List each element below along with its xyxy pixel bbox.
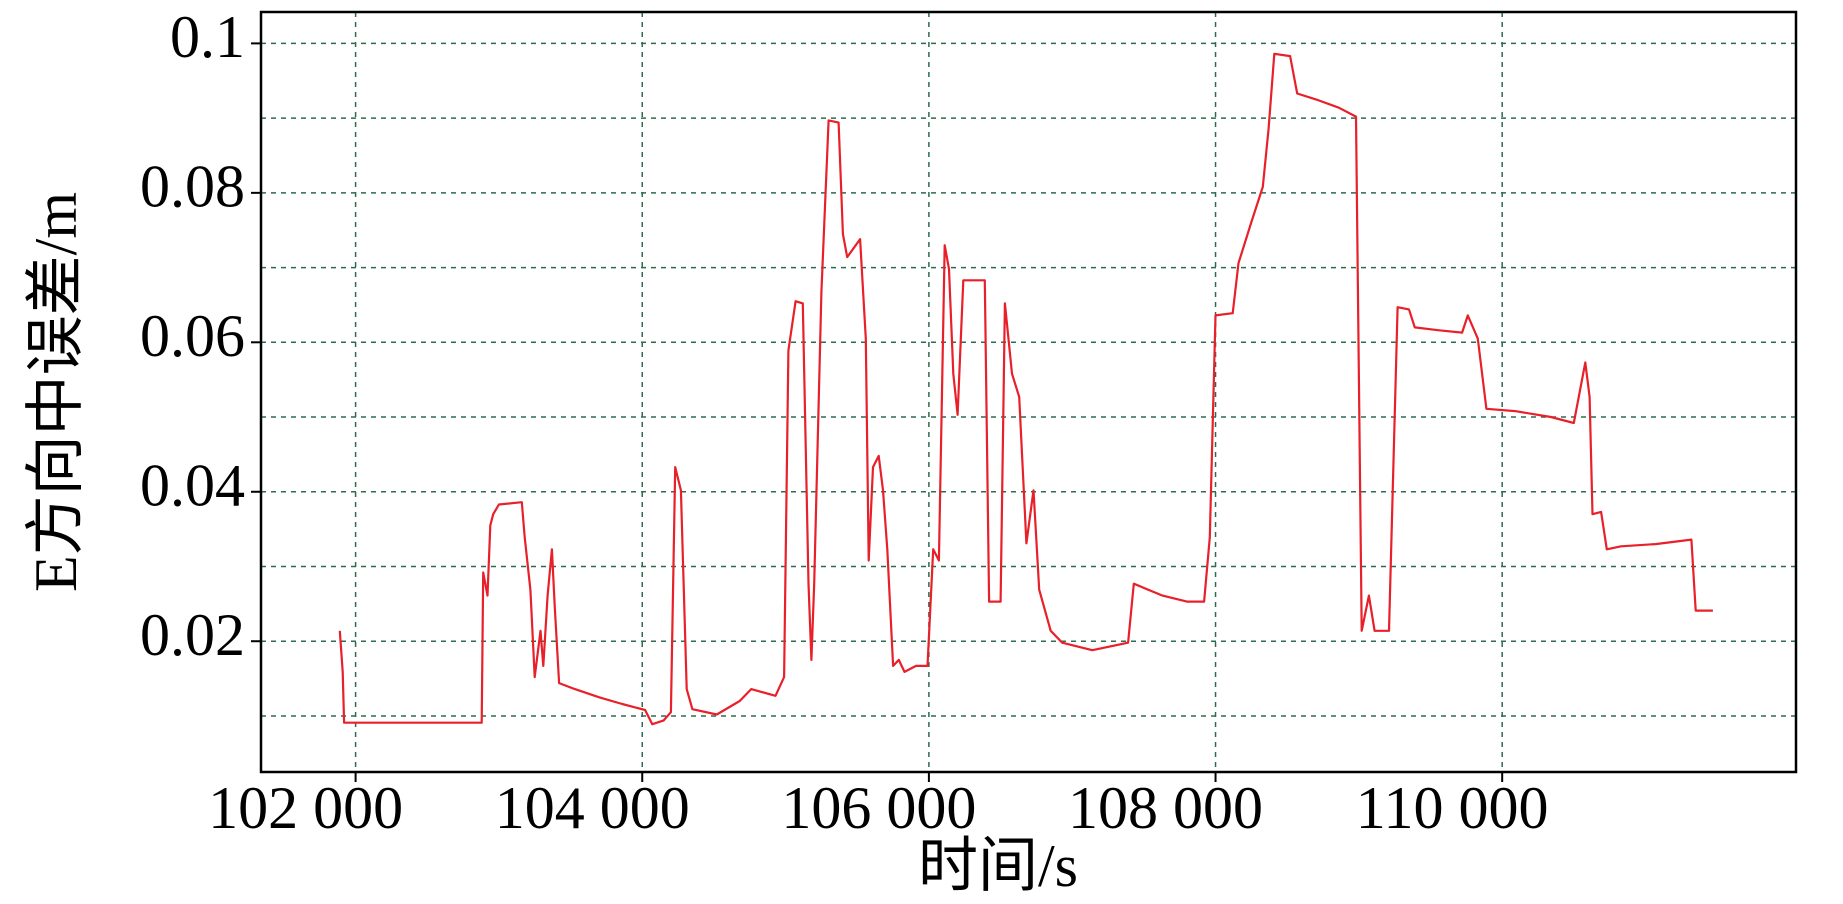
x-tick-label: 110 000 — [1356, 775, 1549, 841]
y-tick-label: 0.08 — [140, 154, 245, 220]
y-axis-label: E方向中误差/m — [23, 192, 89, 592]
x-tick-label: 104 000 — [495, 775, 690, 841]
x-tick-label: 108 000 — [1068, 775, 1263, 841]
y-tick-label: 0.1 — [170, 4, 245, 70]
x-tick-label: 106 000 — [781, 775, 976, 841]
plot-frame — [259, 10, 1798, 774]
y-tick-label: 0.06 — [140, 303, 245, 369]
x-axis-label: 时间/s — [918, 833, 1078, 899]
y-tick-label: 0.02 — [140, 602, 245, 668]
data-line — [338, 52, 1713, 726]
y-tick-label: 0.04 — [140, 453, 245, 519]
x-tick-label: 102 000 — [208, 775, 403, 841]
